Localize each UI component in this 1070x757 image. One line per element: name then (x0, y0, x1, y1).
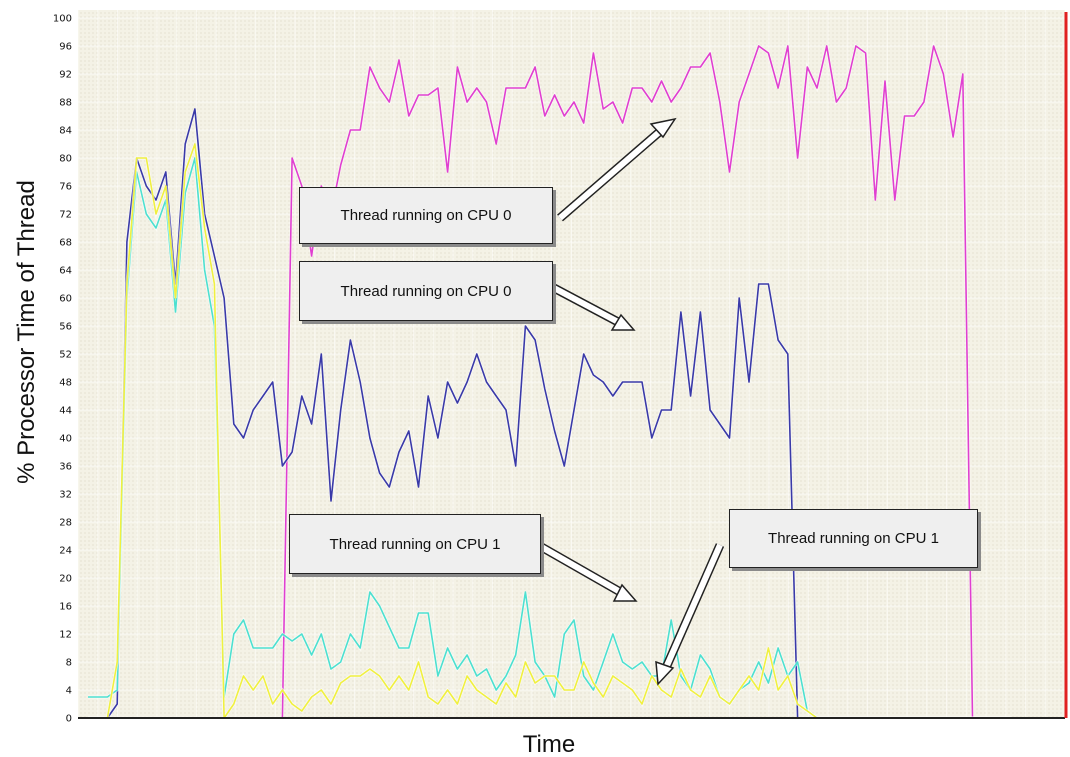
arrow-callout-cpu1-right (655, 543, 725, 686)
y-tick-label: 4 (66, 686, 72, 697)
arrow-callout-cpu0-mid (551, 284, 636, 331)
y-tick-label: 36 (59, 462, 72, 473)
y-tick-label: 28 (59, 518, 72, 529)
arrow-callout-cpu1-left (535, 541, 638, 602)
x-axis-title: Time (523, 731, 575, 757)
callout-cpu0-top: Thread running on CPU 0 (299, 187, 553, 244)
y-tick-label: 60 (59, 294, 72, 305)
callout-cpu0-mid: Thread running on CPU 0 (299, 261, 553, 321)
y-tick-label: 84 (59, 126, 72, 137)
y-tick-label: 80 (59, 154, 72, 165)
callout-cpu1-left: Thread running on CPU 1 (289, 514, 541, 574)
y-tick-label: 20 (59, 574, 72, 585)
y-tick-label: 100 (53, 14, 72, 25)
y-tick-label: 64 (59, 266, 72, 277)
y-tick-label: 0 (66, 714, 72, 725)
y-tick-label: 76 (59, 182, 72, 193)
y-tick-label: 44 (59, 406, 72, 417)
grid-lines (77, 10, 1066, 719)
y-tick-label: 96 (59, 42, 72, 53)
y-tick-labels: 0481216202428323640444852566064687276808… (53, 14, 72, 725)
y-tick-label: 32 (59, 490, 72, 501)
y-tick-label: 8 (66, 658, 72, 669)
callout-cpu1-right: Thread running on CPU 1 (729, 509, 978, 568)
y-tick-label: 56 (59, 322, 72, 333)
y-tick-label: 40 (59, 434, 72, 445)
y-tick-label: 48 (59, 378, 72, 389)
y-tick-label: 24 (59, 546, 72, 557)
y-tick-label: 52 (59, 350, 72, 361)
y-tick-label: 92 (59, 70, 72, 81)
y-tick-label: 88 (59, 98, 72, 109)
y-tick-label: 16 (59, 602, 72, 613)
y-tick-label: 68 (59, 238, 72, 249)
y-tick-label: 72 (59, 210, 72, 221)
y-axis-title: % Processor Time of Thread (13, 180, 40, 484)
arrow-callout-cpu0-top (557, 117, 677, 222)
y-tick-label: 12 (59, 630, 72, 641)
